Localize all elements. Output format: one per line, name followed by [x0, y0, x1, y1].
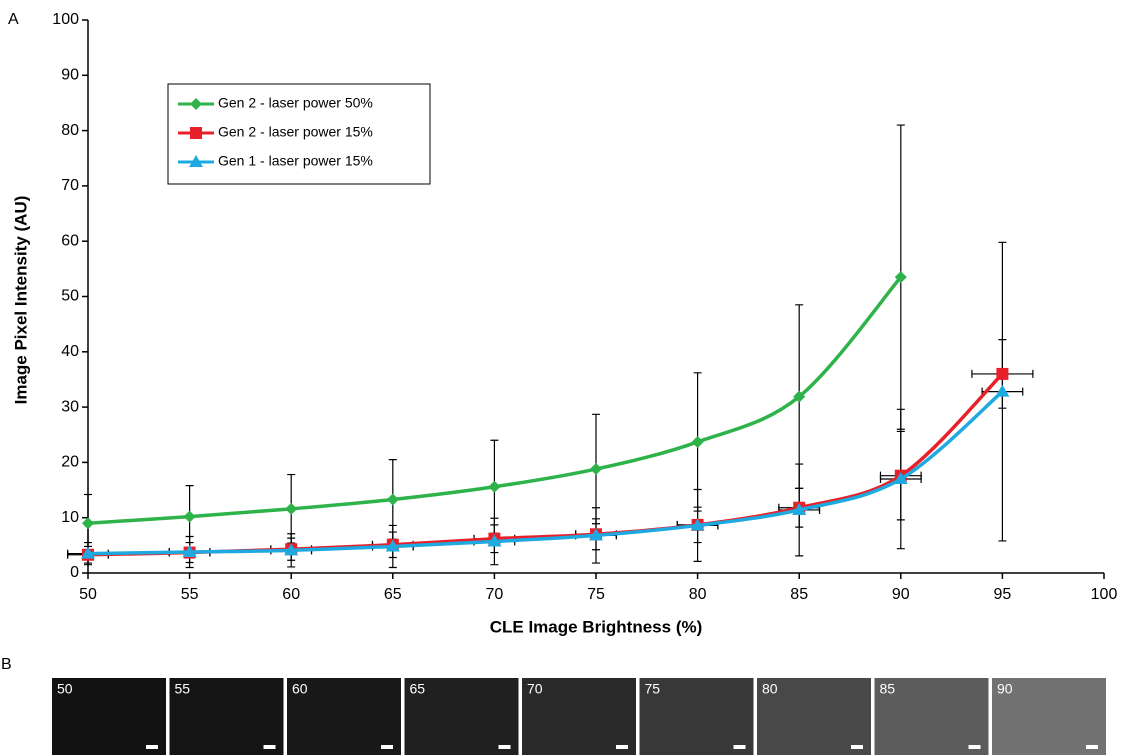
scale-bar — [1086, 745, 1098, 749]
panel-label: B — [1, 656, 12, 673]
scale-bar — [381, 745, 393, 749]
panel-label: A — [8, 11, 19, 28]
image-label: 85 — [880, 681, 896, 697]
figure: A B CLE Image Brightness (%) Image Pixel… — [0, 0, 1128, 755]
y-tick-label: 0 — [70, 564, 79, 581]
image-label: 50 — [57, 681, 73, 697]
image-label: 60 — [292, 681, 308, 697]
marker — [285, 503, 297, 515]
legend-label: Gen 2 - laser power 50% — [218, 95, 373, 111]
marker — [995, 385, 1009, 397]
x-tick-label: 80 — [689, 586, 707, 603]
y-tick-label: 100 — [52, 11, 79, 28]
marker — [184, 511, 196, 523]
x-tick-label: 75 — [587, 586, 605, 603]
marker — [190, 127, 202, 139]
image-label: 90 — [997, 681, 1013, 697]
x-tick-label: 65 — [384, 586, 402, 603]
y-tick-label: 80 — [61, 122, 79, 139]
x-tick-label: 90 — [892, 586, 910, 603]
image-label: 70 — [527, 681, 543, 697]
scale-bar — [734, 745, 746, 749]
marker — [996, 368, 1008, 380]
y-tick-label: 40 — [61, 343, 79, 360]
x-tick-label: 70 — [486, 586, 504, 603]
image-label: 80 — [762, 681, 778, 697]
scale-bar — [146, 745, 158, 749]
image-label: 75 — [645, 681, 661, 697]
marker — [590, 463, 602, 475]
x-tick-label: 60 — [282, 586, 300, 603]
marker — [82, 517, 94, 529]
marker — [387, 493, 399, 505]
marker — [488, 481, 500, 493]
marker — [692, 436, 704, 448]
x-tick-label: 95 — [994, 586, 1012, 603]
image-label: 65 — [410, 681, 426, 697]
y-tick-label: 10 — [61, 509, 79, 526]
series-line — [88, 374, 1002, 555]
y-tick-label: 90 — [61, 67, 79, 84]
y-tick-label: 20 — [61, 454, 79, 471]
y-tick-label: 70 — [61, 177, 79, 194]
legend-label: Gen 1 - laser power 15% — [218, 153, 373, 169]
x-tick-label: 55 — [181, 586, 199, 603]
x-tick-label: 85 — [790, 586, 808, 603]
y-tick-label: 30 — [61, 398, 79, 415]
x-tick-label: 50 — [79, 586, 97, 603]
y-tick-label: 50 — [61, 288, 79, 305]
series-line — [88, 392, 1002, 554]
x-tick-label: 100 — [1091, 586, 1118, 603]
scale-bar — [969, 745, 981, 749]
y-tick-label: 60 — [61, 232, 79, 249]
x-axis-title: CLE Image Brightness (%) — [490, 617, 703, 636]
scale-bar — [264, 745, 276, 749]
scale-bar — [851, 745, 863, 749]
legend-label: Gen 2 - laser power 15% — [218, 124, 373, 140]
image-label: 55 — [175, 681, 191, 697]
scale-bar — [616, 745, 628, 749]
scale-bar — [499, 745, 511, 749]
y-axis-title: Image Pixel Intensity (AU) — [11, 196, 30, 405]
